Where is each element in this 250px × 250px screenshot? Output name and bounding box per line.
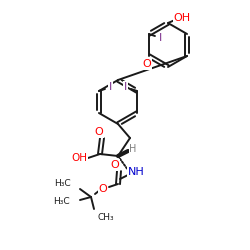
Text: OH: OH [174, 13, 190, 23]
Text: O: O [94, 127, 104, 137]
Text: O: O [142, 59, 151, 69]
Text: NH: NH [128, 167, 144, 177]
Text: OH: OH [71, 153, 87, 163]
Text: O: O [110, 160, 120, 170]
Text: I: I [159, 33, 162, 43]
Text: O: O [98, 184, 108, 194]
Text: H₃C: H₃C [54, 196, 70, 205]
Text: H: H [129, 144, 137, 154]
Text: I: I [109, 82, 112, 92]
Text: H₃C: H₃C [54, 180, 71, 188]
Text: I: I [124, 82, 127, 92]
Text: CH₃: CH₃ [98, 212, 114, 222]
